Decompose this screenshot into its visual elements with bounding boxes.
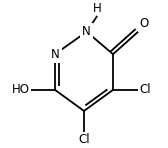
Text: H: H: [93, 2, 102, 15]
Text: Cl: Cl: [139, 83, 151, 96]
Text: N: N: [51, 48, 59, 61]
Text: HO: HO: [12, 83, 30, 96]
Text: Cl: Cl: [78, 133, 90, 146]
Text: O: O: [139, 17, 149, 30]
Text: N: N: [82, 25, 91, 38]
